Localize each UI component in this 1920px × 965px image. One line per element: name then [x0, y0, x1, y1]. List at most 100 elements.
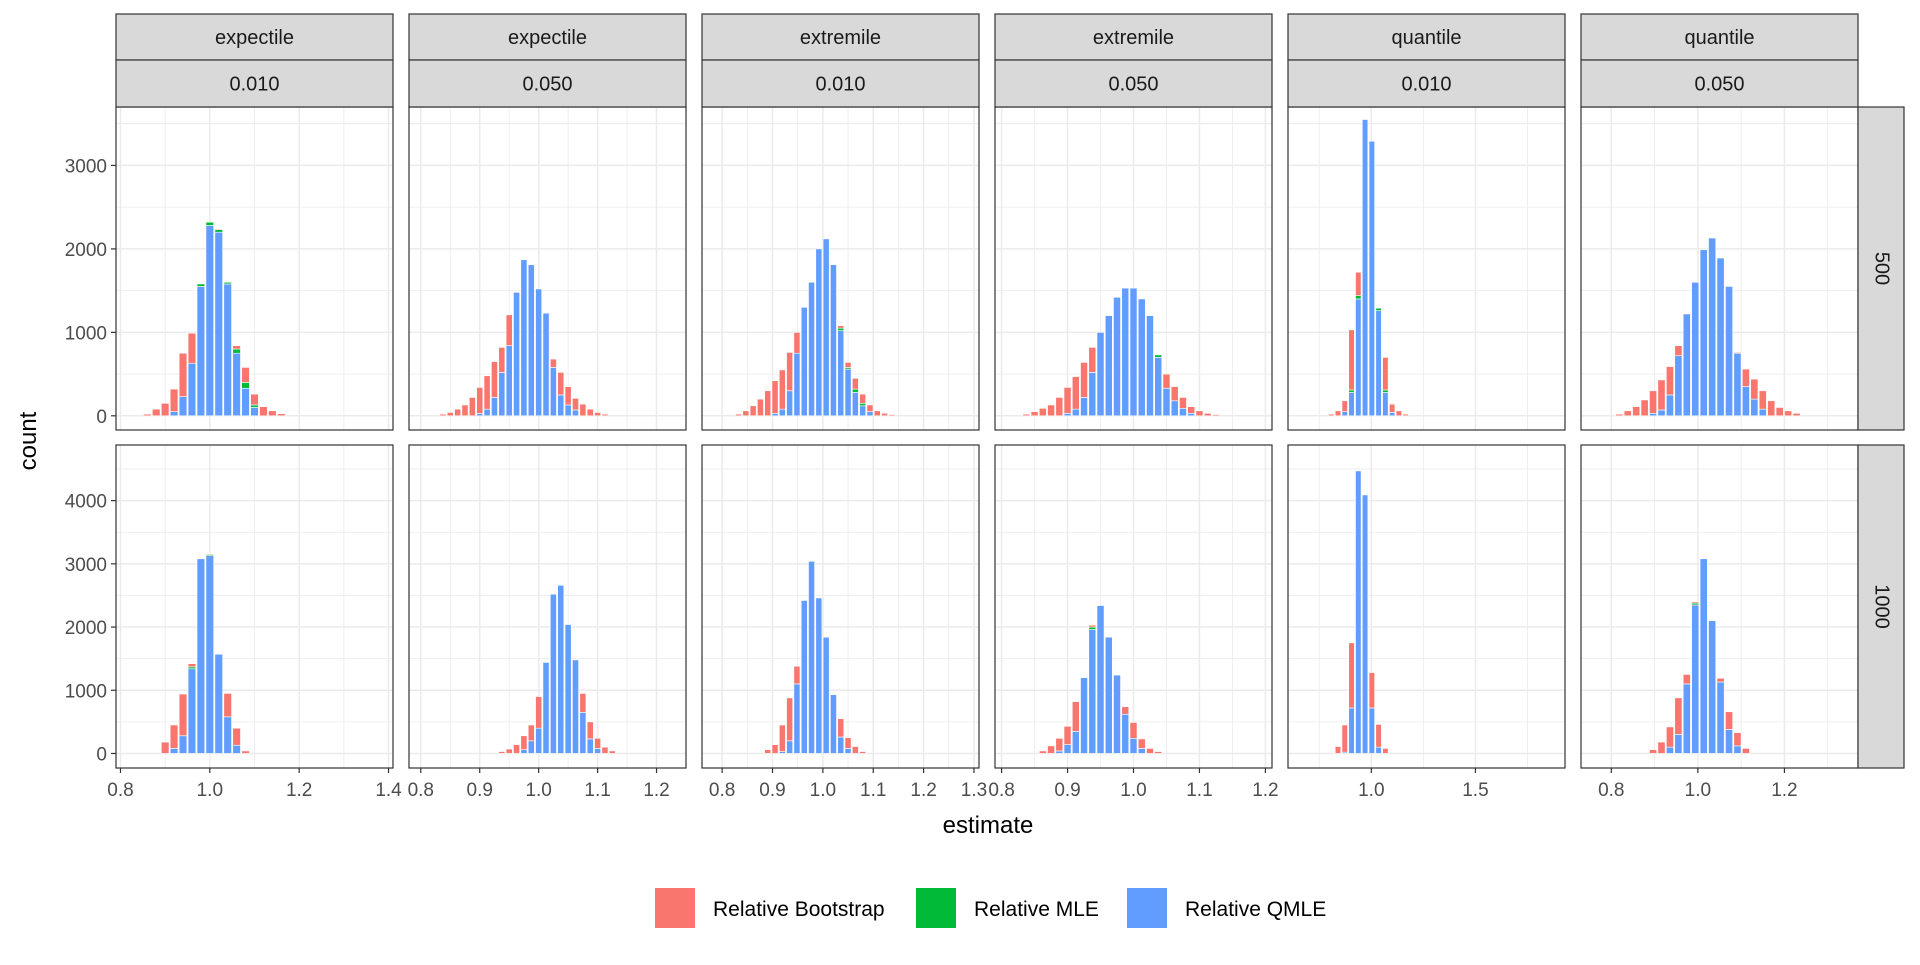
bar-segment-mle: [214, 229, 223, 233]
bar-segment-qmle: [1348, 707, 1355, 754]
bar-segment-bootstrap: [505, 314, 513, 347]
bar-segment-bootstrap: [1348, 329, 1355, 391]
panel-border: [701, 444, 980, 769]
bar-segment-qmle: [564, 624, 572, 754]
bar-segment-mle: [837, 327, 845, 331]
bar-segment-bootstrap: [1341, 724, 1348, 753]
bar-segment-mle: [250, 404, 259, 408]
bar-segment-qmle: [793, 352, 801, 417]
bar-segment-bootstrap: [1030, 411, 1039, 417]
bar-segment-qmle: [1716, 681, 1725, 754]
bar-segment-qmle: [232, 352, 241, 417]
facet-strip-method-label: expectile: [215, 27, 294, 49]
bar-segment-qmle: [1146, 315, 1154, 417]
bar-segment-bootstrap: [1792, 413, 1801, 417]
bar-segment-qmle: [1348, 392, 1355, 417]
y-tick-label: 3000: [65, 156, 107, 177]
bar-segment-bootstrap: [1080, 362, 1088, 398]
facet-strip-level: [994, 59, 1273, 108]
bar-segment-qmle: [808, 281, 815, 417]
bar-segment-bootstrap: [214, 228, 223, 230]
bar-segment-qmle: [822, 636, 830, 754]
bar-segment-qmle: [250, 407, 259, 417]
bar-segment-bootstrap: [579, 403, 587, 417]
bar-segment-bootstrap: [1784, 410, 1793, 417]
bar-segment-qmle: [1055, 750, 1064, 754]
facet-strip-level: [701, 59, 980, 108]
facet-strip-method-label: extremile: [1093, 27, 1174, 49]
bar-segment-bootstrap: [454, 408, 462, 417]
facet-strip-level: [115, 59, 394, 108]
x-axis-title: estimate: [943, 812, 1034, 839]
bar-segment-bootstrap: [1038, 407, 1047, 417]
bar-segment-bootstrap: [505, 748, 513, 754]
bar-segment-qmle: [572, 659, 579, 754]
x-tick-label: 1.2: [286, 780, 312, 801]
facet-strip-row: [1857, 444, 1905, 769]
bar-segment-qmle: [1708, 620, 1717, 754]
bar-segment-bootstrap: [223, 693, 232, 718]
bar-segment-bootstrap: [1195, 410, 1204, 417]
bar-segment-qmle: [1080, 677, 1088, 754]
y-tick-label: 0: [96, 744, 107, 765]
bar-segment-bootstrap: [1137, 738, 1146, 749]
bar-segment-bootstrap: [1657, 379, 1666, 411]
bar-segment-bootstrap: [1179, 397, 1187, 409]
bar-segment-qmle: [1096, 332, 1105, 417]
bar-segment-mle: [205, 221, 214, 226]
bar-segment-qmle: [1080, 397, 1088, 417]
facet-panel: [1287, 106, 1566, 431]
bar-segment-qmle: [1699, 558, 1708, 754]
bar-segment-bootstrap: [1348, 642, 1355, 709]
bar-segment-bootstrap: [735, 413, 742, 417]
bar-segment-bootstrap: [1649, 749, 1657, 754]
bar-segment-qmle: [1361, 494, 1369, 754]
bar-segment-bootstrap: [757, 398, 764, 417]
bar-segment-mle: [196, 283, 206, 287]
y-tick-label: 2000: [65, 618, 107, 639]
bar-segment-qmle: [800, 600, 808, 754]
bar-segment-qmle: [1187, 413, 1196, 417]
bar-segment-qmle: [1361, 119, 1369, 417]
bar-segment-qmle: [1733, 745, 1742, 754]
bar-segment-qmle: [1154, 357, 1163, 417]
x-tick-label: 1.0: [1685, 780, 1711, 801]
bar-segment-bootstrap: [1162, 373, 1171, 389]
bar-segment-bootstrap: [1047, 404, 1055, 417]
bar-segment-bootstrap: [476, 387, 484, 414]
legend-key: [916, 888, 956, 928]
bar-segment-qmle: [1071, 731, 1080, 754]
bar-segment-qmle: [527, 740, 535, 754]
axis-layer: 0 1000 2000 3000 0 1000 2000 3000 4000 0.8 1.0 1.2 1…: [65, 156, 1798, 801]
bar-segment-qmle: [520, 749, 528, 754]
bar-segment-bootstrap: [232, 727, 241, 746]
bar-segment-qmle: [241, 387, 250, 417]
facet-panel: [994, 106, 1273, 431]
bar-segment-qmle: [205, 555, 214, 754]
bar-segment-bootstrap: [1071, 701, 1080, 732]
bar-segment-bootstrap: [1055, 397, 1064, 417]
y-tick-label: 2000: [65, 240, 107, 261]
bar-segment-qmle: [1129, 287, 1138, 417]
bar-segment-bootstrap: [1395, 410, 1402, 417]
bar-segment-qmle: [214, 231, 223, 417]
bar-segment-qmle: [1071, 408, 1080, 417]
bar-segment-bootstrap: [572, 397, 579, 411]
bar-segment-qmle: [1368, 707, 1375, 754]
bar-segment-bootstrap: [1716, 677, 1725, 683]
facet-strip-method-label: extremile: [800, 27, 881, 49]
bar-segment-qmle: [557, 585, 565, 754]
bar-segment-bootstrap: [888, 414, 896, 417]
bar-segment-bootstrap: [439, 413, 447, 417]
bar-segment-qmle: [476, 413, 484, 417]
x-tick-label: 0.9: [467, 780, 493, 801]
facet-strip-method-label: quantile: [1684, 27, 1754, 49]
bar-segment-qmle: [1121, 713, 1130, 754]
bar-segment-bootstrap: [1775, 407, 1784, 417]
bar-segment-qmle: [1104, 636, 1113, 754]
bar-segment-mle: [1382, 389, 1389, 393]
bar-segment-qmle: [1733, 352, 1742, 417]
bar-segment-bootstrap: [491, 361, 498, 398]
